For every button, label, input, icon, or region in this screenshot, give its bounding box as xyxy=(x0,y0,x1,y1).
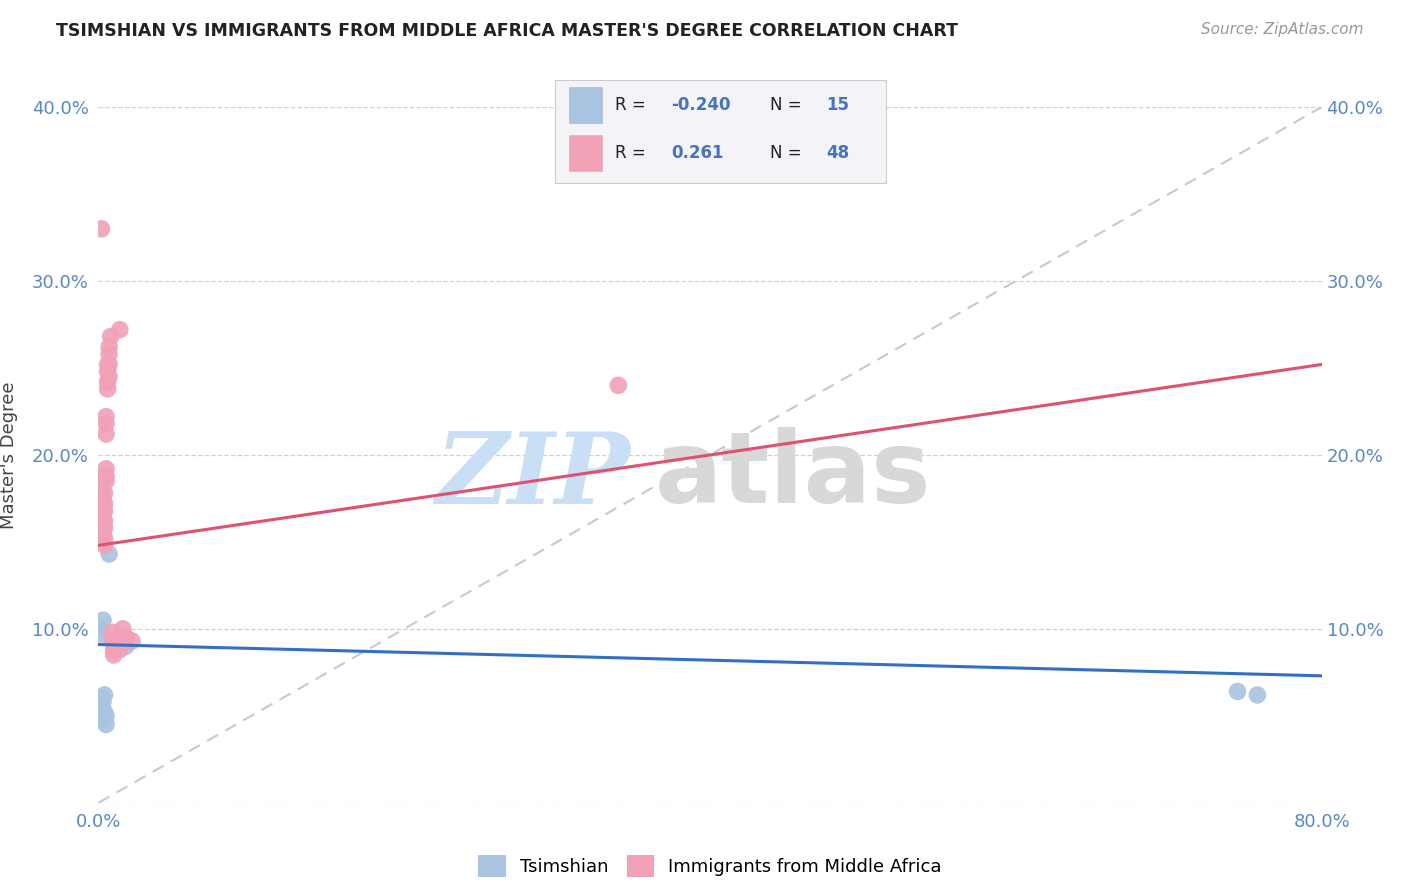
Point xyxy=(97,382,120,396)
Bar xyxy=(568,135,602,170)
Text: TSIMSHIAN VS IMMIGRANTS FROM MIDDLE AFRICA MASTER'S DEGREE CORRELATION CHART: TSIMSHIAN VS IMMIGRANTS FROM MIDDLE AFRI… xyxy=(56,22,959,40)
Point xyxy=(91,514,114,528)
Point xyxy=(108,323,131,337)
Point xyxy=(91,503,114,517)
Point xyxy=(91,526,114,541)
Point xyxy=(108,642,131,657)
Text: Source: ZipAtlas.com: Source: ZipAtlas.com xyxy=(1201,22,1364,37)
Point xyxy=(90,497,112,511)
Text: atlas: atlas xyxy=(655,427,932,524)
Point xyxy=(94,462,117,476)
Point xyxy=(103,636,125,650)
Point xyxy=(93,688,115,702)
Point xyxy=(121,634,143,648)
Point xyxy=(607,378,630,392)
Point xyxy=(93,532,115,546)
Point xyxy=(111,622,134,636)
Point xyxy=(97,375,120,389)
Point xyxy=(94,717,117,731)
Point xyxy=(91,695,114,709)
Point xyxy=(101,634,124,648)
Point xyxy=(90,627,112,641)
Point xyxy=(94,468,117,483)
Y-axis label: Master's Degree: Master's Degree xyxy=(0,381,18,529)
Point xyxy=(89,472,111,486)
Point xyxy=(93,503,115,517)
Point xyxy=(91,491,114,506)
Point xyxy=(89,491,111,506)
Point xyxy=(94,474,117,488)
Bar xyxy=(568,87,602,123)
Text: ZIP: ZIP xyxy=(436,427,630,524)
Text: N =: N = xyxy=(770,144,807,161)
Text: -0.240: -0.240 xyxy=(671,96,731,114)
Point xyxy=(103,648,125,662)
Point xyxy=(91,613,114,627)
Text: N =: N = xyxy=(770,96,807,114)
Point xyxy=(100,329,122,343)
Point xyxy=(91,508,114,523)
Point xyxy=(115,639,138,653)
Point xyxy=(115,631,138,645)
Point xyxy=(93,497,115,511)
Point xyxy=(98,347,121,361)
Point xyxy=(94,417,117,431)
Point xyxy=(93,486,115,500)
Point xyxy=(90,508,112,523)
Text: 0.261: 0.261 xyxy=(671,144,724,161)
Point xyxy=(91,500,114,514)
Point xyxy=(90,221,112,235)
Point xyxy=(93,712,115,726)
Point xyxy=(97,358,120,372)
Point xyxy=(91,521,114,535)
Text: 15: 15 xyxy=(827,96,849,114)
Point xyxy=(90,486,112,500)
Point xyxy=(101,625,124,640)
Point xyxy=(1226,684,1249,698)
Text: R =: R = xyxy=(614,96,651,114)
Legend: Tsimshian, Immigrants from Middle Africa: Tsimshian, Immigrants from Middle Africa xyxy=(478,855,942,877)
Point xyxy=(90,622,112,636)
Point xyxy=(93,514,115,528)
Point xyxy=(94,409,117,424)
Point xyxy=(1246,688,1268,702)
Point xyxy=(94,427,117,442)
Point xyxy=(98,369,121,384)
Point xyxy=(93,706,115,720)
Point xyxy=(93,521,115,535)
Point xyxy=(90,521,112,535)
Point xyxy=(98,358,121,372)
Point xyxy=(93,538,115,552)
Point xyxy=(90,691,112,706)
Text: R =: R = xyxy=(614,144,651,161)
Point xyxy=(98,547,121,561)
Text: 48: 48 xyxy=(827,144,849,161)
Point xyxy=(94,708,117,723)
Point xyxy=(97,364,120,378)
Point xyxy=(103,642,125,657)
Point xyxy=(98,340,121,354)
Point xyxy=(105,636,128,650)
Point xyxy=(91,517,114,532)
